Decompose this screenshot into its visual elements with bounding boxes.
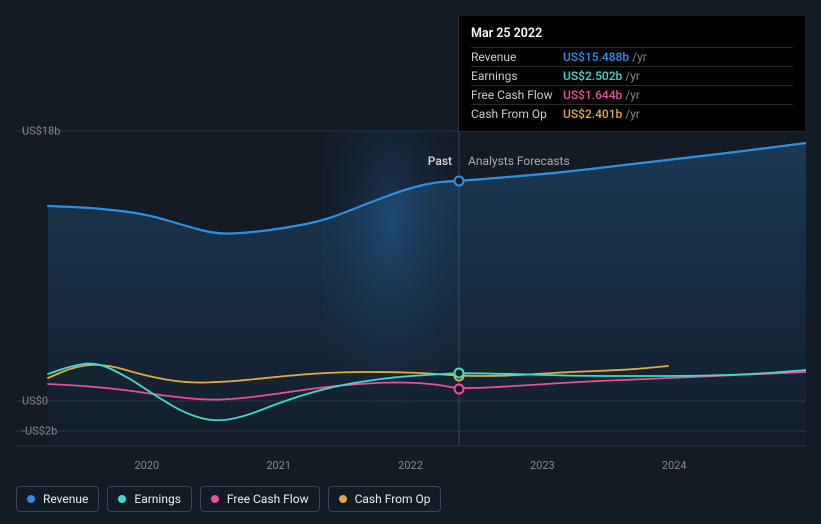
y-axis-tick-label: US$18b (22, 125, 60, 138)
legend-dot-icon (211, 495, 219, 503)
x-axis-tick-label: 2021 (266, 459, 291, 472)
tooltip-row-value: US$2.502b (563, 69, 622, 83)
section-label-forecast: Analysts Forecasts (468, 154, 570, 168)
tooltip-row: RevenueUS$15.488b/yr (471, 47, 793, 66)
y-axis-tick-label: US$0 (22, 395, 48, 408)
tooltip-row-value: US$15.488b (563, 50, 629, 64)
legend-item-cash-from-op[interactable]: Cash From Op (328, 486, 442, 512)
legend-item-free-cash-flow[interactable]: Free Cash Flow (200, 486, 320, 512)
tooltip-row-label: Cash From Op (471, 107, 563, 121)
tooltip-row: Free Cash FlowUS$1.644b/yr (471, 85, 793, 104)
tooltip-row-unit: /yr (625, 107, 640, 121)
legend-item-label: Cash From Op (355, 492, 431, 506)
tooltip-row: EarningsUS$2.502b/yr (471, 66, 793, 85)
tooltip-row-value: US$1.644b (563, 88, 622, 102)
legend-item-label: Free Cash Flow (227, 492, 309, 506)
tooltip-date: Mar 25 2022 (471, 26, 793, 41)
legend-item-label: Earnings (134, 492, 181, 506)
x-axis-tick-label: 2023 (530, 459, 555, 472)
legend-item-earnings[interactable]: Earnings (107, 486, 192, 512)
tooltip-row: Cash From OpUS$2.401b/yr (471, 104, 793, 123)
y-axis-tick-label: -US$2b (22, 425, 57, 438)
legend-dot-icon (339, 495, 347, 503)
x-axis-tick-label: 2024 (662, 459, 687, 472)
chart-tooltip: Mar 25 2022 RevenueUS$15.488b/yrEarnings… (459, 16, 805, 131)
x-axis-tick-label: 2022 (398, 459, 423, 472)
tooltip-row-value: US$2.401b (563, 107, 622, 121)
section-label-past: Past (428, 154, 452, 168)
legend-item-label: Revenue (43, 492, 88, 506)
legend-item-revenue[interactable]: Revenue (16, 486, 99, 512)
legend-dot-icon (27, 495, 35, 503)
x-axis-tick-label: 2020 (134, 459, 159, 472)
tooltip-row-label: Free Cash Flow (471, 88, 563, 102)
tooltip-row-unit: /yr (625, 88, 640, 102)
legend-dot-icon (118, 495, 126, 503)
tooltip-row-label: Earnings (471, 69, 563, 83)
tooltip-row-unit: /yr (625, 69, 640, 83)
chart-legend: Revenue Earnings Free Cash Flow Cash From O… (16, 486, 441, 512)
tooltip-row-unit: /yr (632, 50, 647, 64)
tooltip-row-label: Revenue (471, 50, 563, 64)
